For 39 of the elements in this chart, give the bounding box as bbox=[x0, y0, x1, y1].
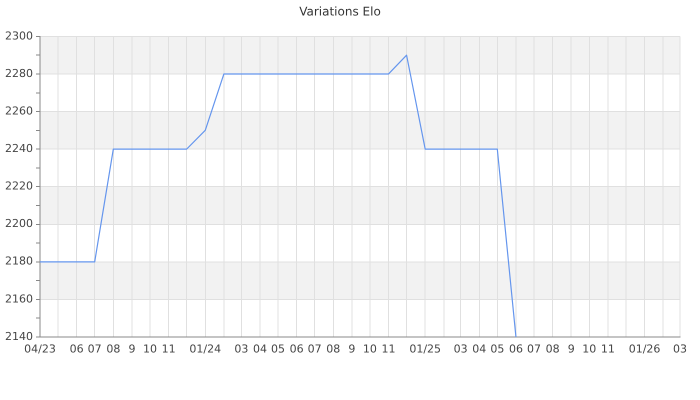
y-tick-label: 2220 bbox=[5, 180, 33, 193]
x-tick-label: 05 bbox=[490, 342, 504, 356]
x-tick-label: 08 bbox=[326, 342, 340, 356]
x-tick-label: 07 bbox=[308, 342, 322, 356]
y-tick-label: 2240 bbox=[5, 142, 33, 155]
y-tick-label: 2300 bbox=[5, 29, 33, 42]
x-tick-label: 05 bbox=[270, 342, 285, 356]
x-tick-label: 06 bbox=[290, 342, 304, 356]
x-tick-label: 10 bbox=[362, 342, 377, 356]
y-tick-label: 2140 bbox=[5, 330, 33, 343]
x-tick-label: 10 bbox=[582, 342, 596, 356]
x-tick-label: 08 bbox=[546, 342, 560, 356]
x-tick-label: 01/26 bbox=[628, 342, 660, 356]
y-tick-label: 2180 bbox=[5, 254, 33, 268]
x-tick-label: 07 bbox=[526, 342, 541, 356]
x-tick-label: 01/24 bbox=[189, 342, 222, 356]
x-tick-label: 10 bbox=[142, 342, 157, 356]
x-tick-label: 06 bbox=[70, 342, 84, 356]
x-tick-label: 07 bbox=[88, 342, 102, 356]
x-tick-label: 06 bbox=[508, 342, 523, 356]
y-tick-label: 2200 bbox=[5, 217, 33, 230]
x-tick-label: 9 bbox=[128, 342, 136, 356]
x-tick-label: 9 bbox=[568, 342, 575, 356]
x-tick-label: 03 bbox=[673, 342, 687, 356]
y-tick-label: 2160 bbox=[5, 292, 33, 306]
x-tick-label: 03 bbox=[454, 342, 468, 356]
x-tick-label: 03 bbox=[234, 342, 248, 356]
x-tick-label: 04 bbox=[252, 342, 267, 356]
x-tick-label: 9 bbox=[348, 342, 356, 356]
chart-title: Variations Elo bbox=[299, 4, 381, 18]
x-tick-label: 01/25 bbox=[409, 342, 442, 356]
x-tick-label: 04 bbox=[472, 342, 486, 356]
x-tick-label: 11 bbox=[382, 342, 396, 356]
y-tick-label: 2280 bbox=[5, 66, 33, 80]
y-tick-label: 2260 bbox=[5, 104, 33, 118]
x-tick-label: 11 bbox=[162, 342, 176, 356]
x-tick-label: 04/23 bbox=[24, 342, 56, 356]
x-tick-label: 08 bbox=[106, 342, 120, 356]
x-tick-label: 11 bbox=[600, 342, 615, 356]
